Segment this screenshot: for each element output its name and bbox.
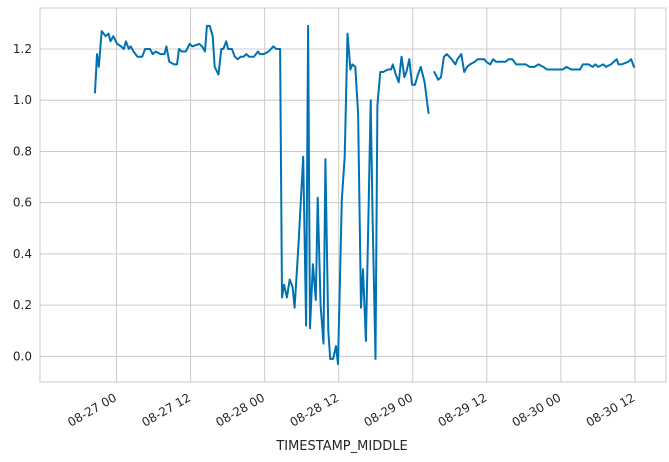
y-tick-label: 0.8 <box>13 144 32 158</box>
x-tick-label: 08-30 00 <box>510 390 564 429</box>
x-tick-labels: 08-27 00 08-27 12 08-28 00 08-28 12 08-29 00… <box>65 390 637 429</box>
x-tick-label: 08-30 12 <box>584 390 638 429</box>
series-line <box>433 53 635 81</box>
x-tick-label: 08-29 12 <box>436 390 490 429</box>
x-tick-label: 08-29 00 <box>362 390 416 429</box>
y-tick-label: 1.2 <box>13 42 32 56</box>
x-tick-label: 08-28 00 <box>213 390 267 429</box>
y-tick-label: 0.2 <box>13 298 32 312</box>
series-layer <box>94 24 635 366</box>
y-tick-label: 0.0 <box>13 349 32 363</box>
y-tick-label: 0.6 <box>13 196 32 210</box>
x-tick-label: 08-27 12 <box>139 390 193 429</box>
x-tick-label: 08-27 00 <box>65 390 119 429</box>
series-line <box>94 24 430 366</box>
plot-frame <box>39 7 667 383</box>
x-tick-label: 08-28 12 <box>287 390 341 429</box>
y-tick-label: 0.4 <box>13 247 32 261</box>
x-axis-title: TIMESTAMP_MIDDLE <box>275 439 407 454</box>
y-tick-label: 1.0 <box>13 93 32 107</box>
y-tick-labels: 0.0 0.2 0.4 0.6 0.8 1.0 1.2 <box>13 42 32 363</box>
